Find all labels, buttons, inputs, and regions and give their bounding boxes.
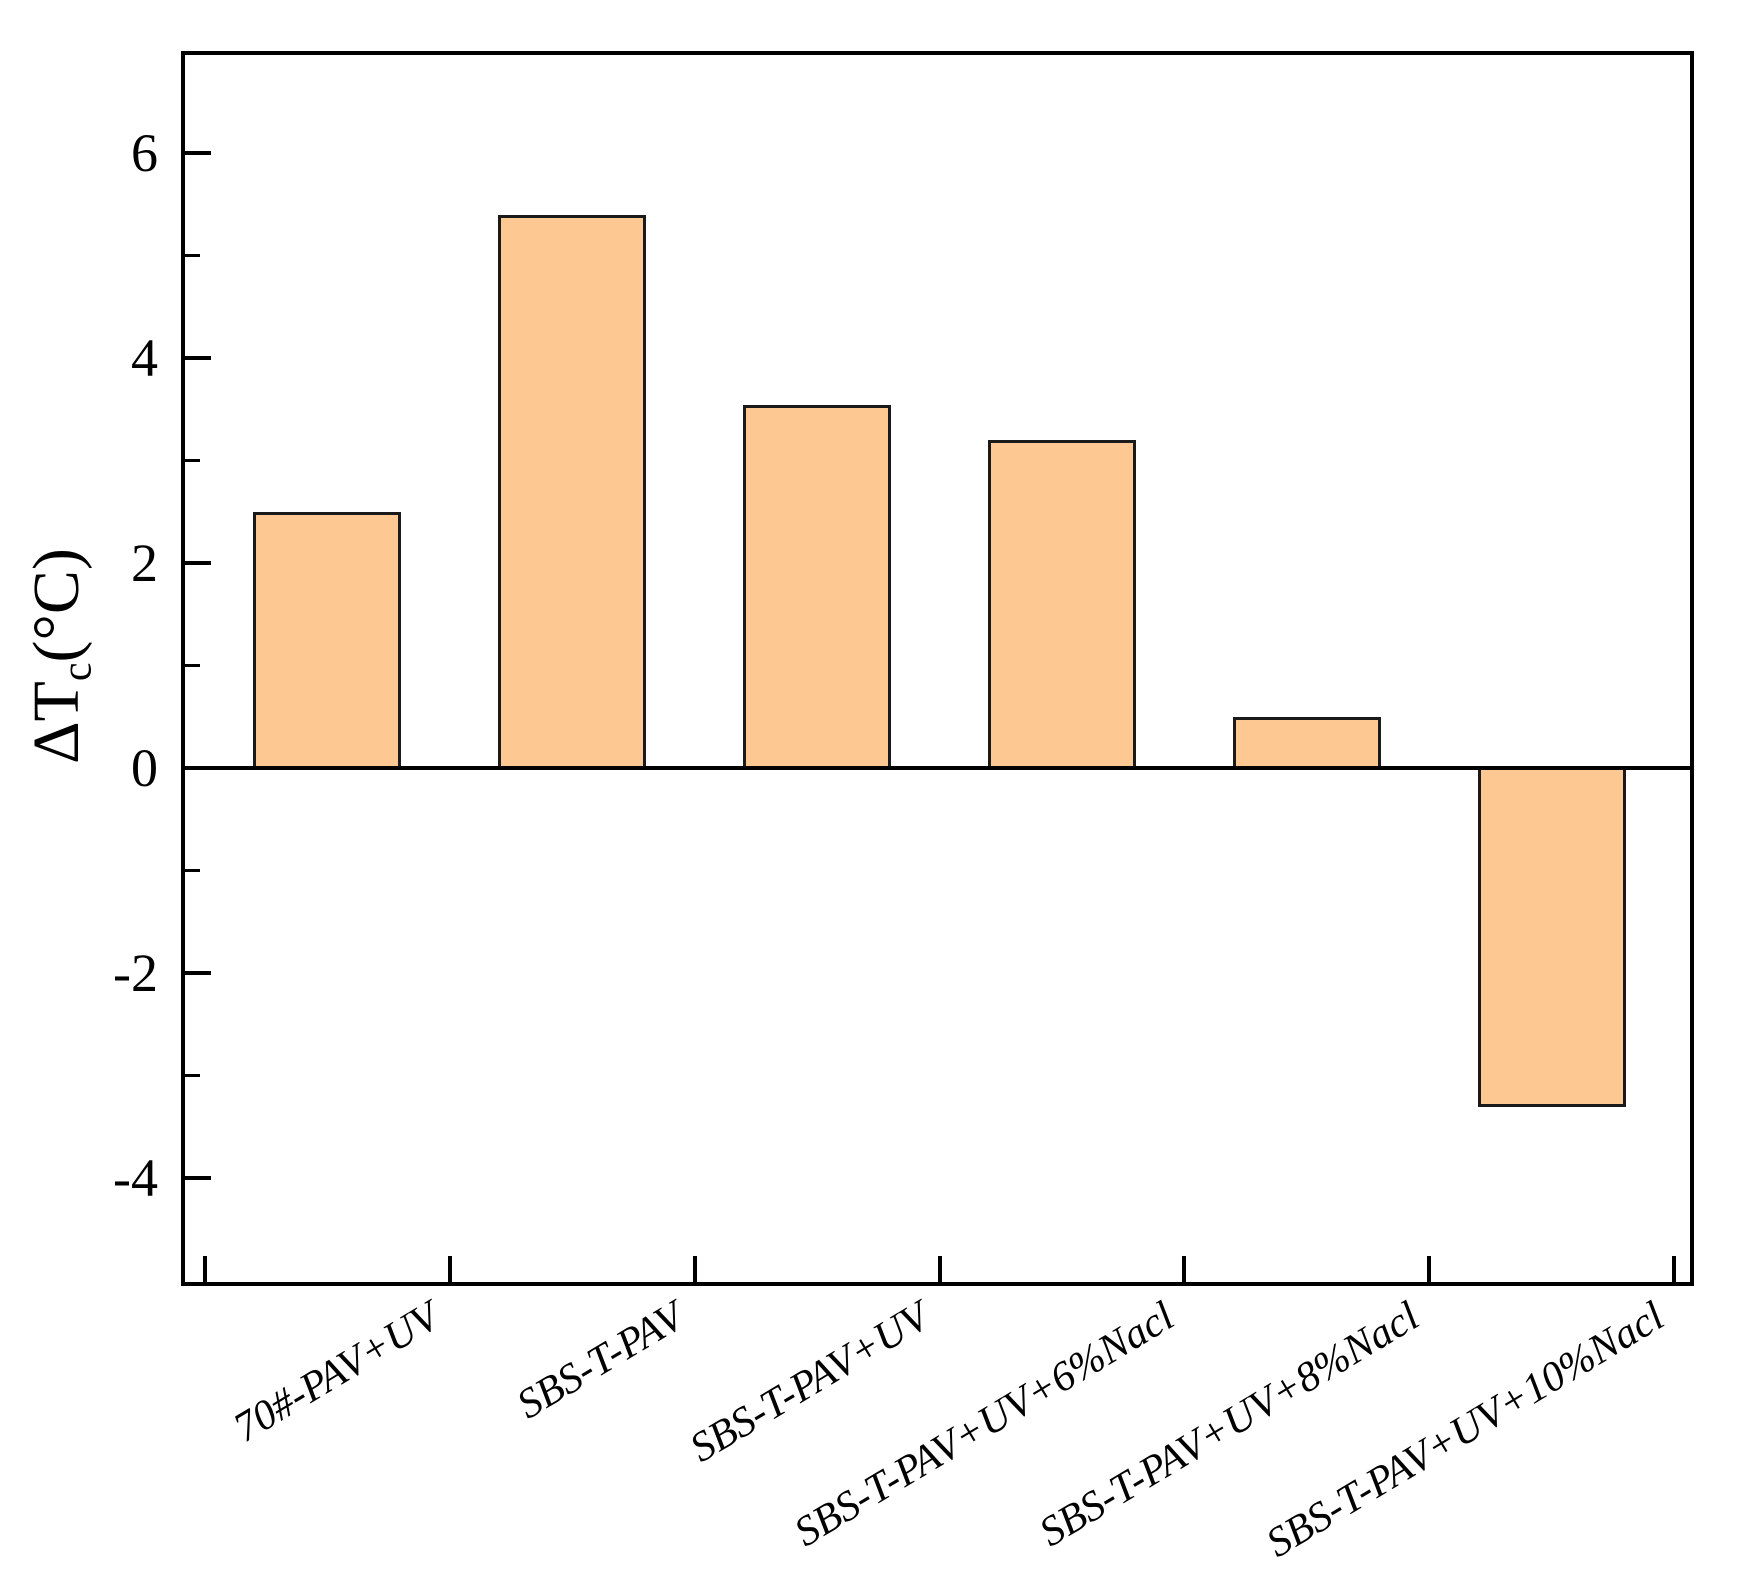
x-boundary-tick (937, 1256, 942, 1282)
bar (987, 440, 1136, 771)
y-tick-label: -2 (113, 943, 158, 1004)
plot-frame (181, 51, 1694, 1286)
x-boundary-tick (692, 1256, 697, 1282)
y-minor-tick (185, 459, 200, 463)
x-boundary-tick (1427, 1256, 1432, 1282)
x-category-label: 70#-PAV+UV (225, 1293, 448, 1452)
y-tick-label: 0 (131, 738, 158, 799)
bar (743, 404, 892, 771)
y-minor-tick (185, 664, 200, 668)
bar (1477, 766, 1626, 1107)
x-category-label: SBS-T-PAV (509, 1293, 693, 1429)
x-boundary-tick (203, 1256, 207, 1282)
y-minor-tick (185, 1074, 200, 1078)
y-major-tick (185, 971, 211, 976)
bar (253, 512, 402, 771)
y-major-tick (185, 1176, 211, 1181)
bar (498, 214, 647, 771)
y-minor-tick (185, 254, 200, 258)
y-major-tick (185, 561, 211, 566)
zero-line (181, 766, 1694, 771)
y-tick-label: 4 (131, 328, 158, 389)
y-minor-tick (185, 869, 200, 873)
x-category-label: SBS-T-PAV+UV+10%Nacl (1258, 1293, 1672, 1567)
y-tick-label: 6 (131, 123, 158, 184)
x-category-label: SBS-T-PAV+UV (682, 1293, 938, 1472)
y-tick-label: 2 (131, 533, 158, 594)
x-boundary-tick (447, 1256, 452, 1282)
x-boundary-tick (1672, 1256, 1676, 1282)
y-major-tick (185, 151, 211, 156)
y-major-tick (185, 356, 211, 361)
bar (1232, 717, 1381, 771)
y-tick-label: -4 (113, 1148, 158, 1209)
y-axis-title-subscript: c (54, 662, 101, 682)
x-boundary-tick (1182, 1256, 1187, 1282)
